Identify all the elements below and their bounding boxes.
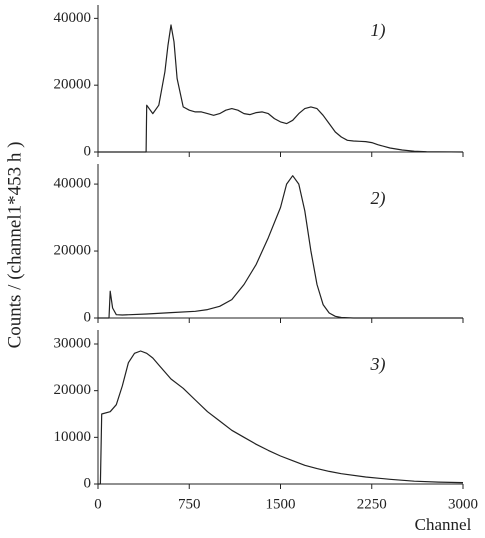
y-axis-label: Counts / (channel1*453 h ) bbox=[4, 142, 25, 349]
y-tick-label: 0 bbox=[84, 475, 92, 491]
data-line bbox=[98, 350, 464, 485]
y-tick-label: 20000 bbox=[54, 382, 92, 398]
x-tick-label: 2250 bbox=[357, 496, 387, 512]
x-tick-label: 0 bbox=[94, 496, 102, 512]
x-axis-label: Channel bbox=[415, 515, 472, 534]
y-tick-label: 20000 bbox=[54, 77, 92, 93]
panel-label: 2) bbox=[371, 188, 386, 209]
y-tick-label: 10000 bbox=[54, 429, 92, 445]
x-tick-label: 3000 bbox=[448, 496, 478, 512]
y-tick-label: 0 bbox=[84, 143, 92, 159]
y-tick-label: 40000 bbox=[54, 10, 92, 26]
x-tick-label: 1500 bbox=[266, 496, 296, 512]
x-tick-label: 750 bbox=[178, 496, 201, 512]
data-line bbox=[98, 24, 464, 153]
y-tick-label: 40000 bbox=[54, 176, 92, 192]
panel-label: 1) bbox=[371, 20, 386, 41]
data-line bbox=[98, 175, 463, 319]
panel-label: 3) bbox=[370, 354, 386, 375]
y-tick-label: 0 bbox=[84, 309, 92, 325]
y-tick-label: 20000 bbox=[54, 242, 92, 258]
y-tick-label: 30000 bbox=[54, 335, 92, 351]
